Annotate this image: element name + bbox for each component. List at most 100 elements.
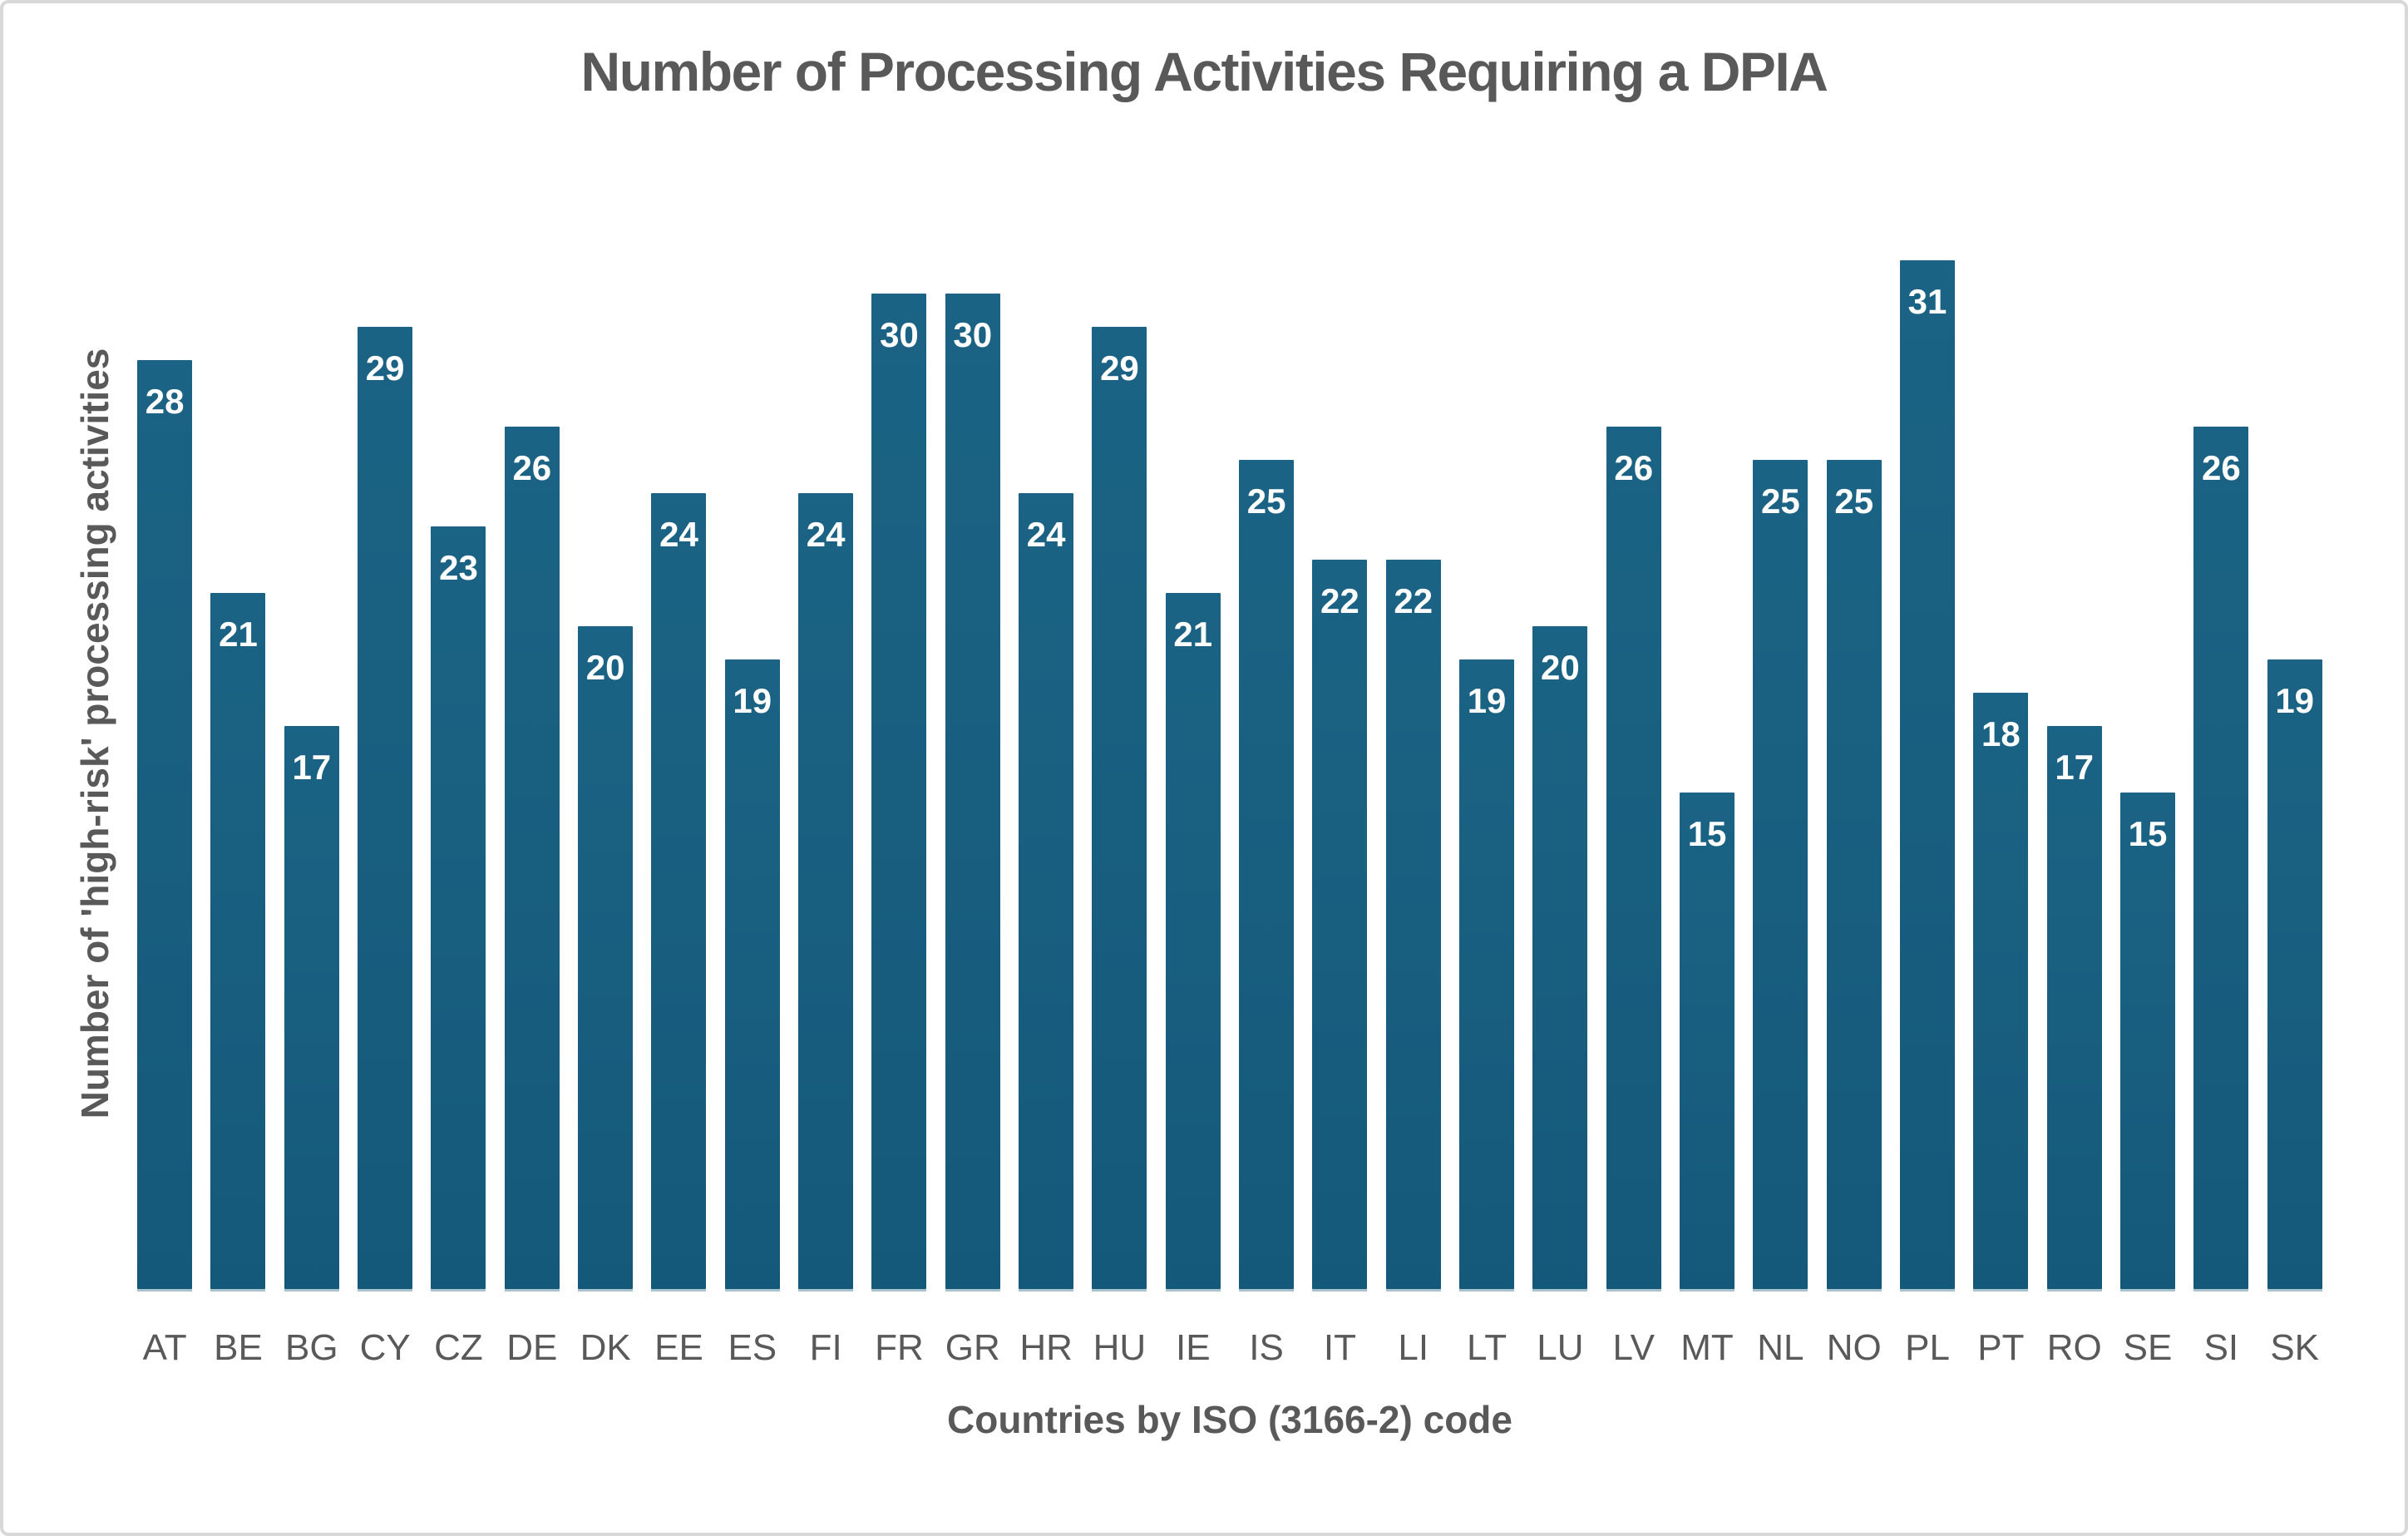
bar-column-be: 21: [201, 3, 274, 1292]
bar-column-ie: 21: [1157, 3, 1230, 1292]
bar-ro: 17: [2046, 726, 2102, 1292]
bar-value-label: 21: [1173, 615, 1213, 654]
bar-value-label: 24: [659, 515, 698, 554]
bar-value-label: 25: [1834, 482, 1874, 521]
bar-bg: 17: [284, 726, 339, 1292]
y-axis-label: Number of 'high-risk' processing activit…: [73, 348, 116, 1119]
x-tick-label-mt: MT: [1680, 1327, 1734, 1368]
x-tick-label-lt: LT: [1467, 1327, 1507, 1368]
bar-dk: 20: [578, 626, 634, 1292]
bar-value-label: 24: [1026, 515, 1066, 554]
bar-hu: 29: [1092, 327, 1147, 1292]
bar-value-label: 19: [1467, 681, 1507, 720]
x-tick-label-pt: PT: [1977, 1327, 2025, 1368]
bar-se: 15: [2120, 793, 2176, 1292]
bar-column-de: 26: [496, 3, 569, 1292]
bar-si: 26: [2193, 427, 2249, 1292]
bar-value-label: 17: [292, 748, 332, 787]
x-axis-label: Countries by ISO (3166-2) code: [947, 1398, 1512, 1441]
bar-value-label: 20: [1541, 648, 1580, 687]
x-tick-label-lv: LV: [1612, 1327, 1655, 1368]
bar-column-pt: 18: [1964, 3, 2037, 1292]
bar-value-label: 18: [1981, 714, 2021, 753]
bar-column-no: 25: [1818, 3, 1891, 1292]
bar-de: 26: [504, 427, 560, 1292]
bar-lu: 20: [1532, 626, 1588, 1292]
bar-value-label: 22: [1320, 581, 1359, 620]
bar-column-es: 19: [716, 3, 789, 1292]
bar-value-label: 28: [145, 382, 185, 421]
bar-value-label: 30: [953, 315, 993, 354]
x-tick-label-gr: GR: [945, 1327, 1000, 1368]
bar-value-label: 26: [2201, 448, 2241, 487]
x-tick-label-at: AT: [142, 1327, 187, 1368]
bar-column-pl: 31: [1891, 3, 1964, 1292]
bar-column-fi: 24: [789, 3, 862, 1292]
bar-column-cy: 29: [348, 3, 422, 1292]
bar-mt: 15: [1680, 793, 1735, 1292]
bar-value-label: 24: [806, 515, 846, 554]
bar-value-label: 15: [1687, 814, 1727, 853]
x-tick-label-ee: EE: [654, 1327, 703, 1368]
x-tick-label-cy: CY: [359, 1327, 411, 1368]
bar-it: 22: [1312, 560, 1368, 1292]
x-tick-label-is: IS: [1249, 1327, 1284, 1368]
plot-area: 28 21 17 29 23 26 20 24 19 24 30 30 24 29 21 25 22 22 19 20…: [128, 3, 2332, 1292]
x-tick-label-dk: DK: [580, 1327, 631, 1368]
x-tick-label-si: SI: [2203, 1327, 2239, 1368]
bar-column-lu: 20: [1523, 3, 1596, 1292]
bar-column-nl: 25: [1744, 3, 1817, 1292]
bar-value-label: 25: [1761, 482, 1800, 521]
bar-value-label: 29: [1100, 348, 1139, 388]
x-tick-label-ro: RO: [2046, 1327, 2102, 1368]
bar-cz: 23: [431, 526, 486, 1292]
x-tick-label-be: BE: [214, 1327, 263, 1368]
bar-fr: 30: [871, 294, 927, 1292]
chart-title: Number of Processing Activities Requirin…: [580, 41, 1828, 102]
x-tick-label-es: ES: [728, 1327, 777, 1368]
bar-be: 21: [210, 593, 266, 1292]
x-tick-label-no: NO: [1826, 1327, 1882, 1368]
bar-value-label: 31: [1907, 282, 1947, 321]
bar-value-label: 29: [365, 348, 405, 388]
bar-ie: 21: [1165, 593, 1221, 1292]
bar-nl: 25: [1753, 460, 1808, 1292]
x-tick-label-ie: IE: [1175, 1327, 1211, 1368]
bar-hr: 24: [1019, 493, 1074, 1292]
bar-value-label: 15: [2128, 814, 2168, 853]
bar-value-label: 22: [1394, 581, 1433, 620]
bar-column-se: 15: [2111, 3, 2184, 1292]
x-tick-label-lu: LU: [1537, 1327, 1584, 1368]
bar-at: 28: [137, 360, 193, 1292]
bar-column-dk: 20: [569, 3, 642, 1292]
bar-column-mt: 15: [1670, 3, 1744, 1292]
bar-column-lt: 19: [1450, 3, 1523, 1292]
bar-value-label: 23: [439, 548, 478, 587]
x-axis-tick-row: AT BE BG CY CZ DE DK EE ES FI FR GR HR HU IE IS IT LI LT LU…: [128, 1327, 2332, 1369]
bar-column-hr: 24: [1009, 3, 1083, 1292]
x-tick-label-se: SE: [2123, 1327, 2173, 1368]
bar-column-sk: 19: [2258, 3, 2332, 1292]
bar-value-label: 26: [1614, 448, 1654, 487]
bar-column-cz: 23: [422, 3, 495, 1292]
x-tick-label-fr: FR: [875, 1327, 924, 1368]
bar-sk: 19: [2267, 659, 2322, 1292]
bar-is: 25: [1239, 460, 1295, 1292]
bar-value-label: 30: [880, 315, 919, 354]
bar-ee: 24: [651, 493, 707, 1292]
bar-no: 25: [1826, 460, 1882, 1292]
bar-column-gr: 30: [936, 3, 1009, 1292]
bar-gr: 30: [945, 294, 1000, 1292]
bar-lt: 19: [1459, 659, 1515, 1292]
bar-column-at: 28: [128, 3, 201, 1292]
bar-cy: 29: [358, 327, 413, 1292]
bar-li: 22: [1385, 560, 1441, 1292]
bar-column-hu: 29: [1083, 3, 1156, 1292]
x-tick-label-de: DE: [506, 1327, 558, 1368]
bar-pt: 18: [1973, 693, 2029, 1292]
bar-value-label: 17: [2055, 748, 2095, 787]
bar-column-it: 22: [1303, 3, 1376, 1292]
x-tick-label-pl: PL: [1905, 1327, 1950, 1368]
bar-column-ro: 17: [2038, 3, 2111, 1292]
bar-value-label: 19: [2275, 681, 2315, 720]
